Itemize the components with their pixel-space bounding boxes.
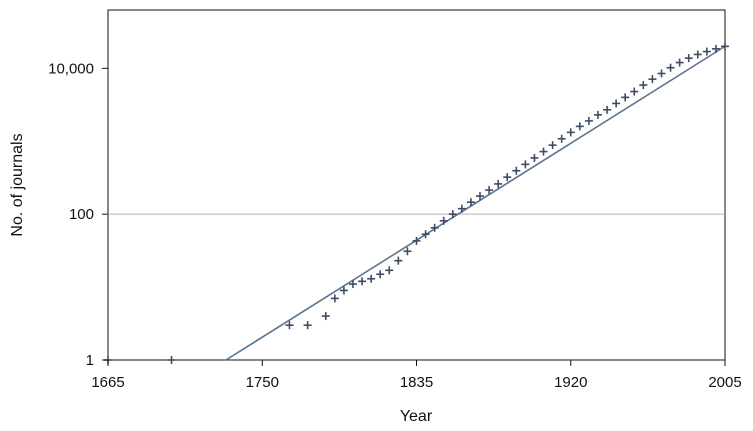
data-point [394, 256, 403, 265]
data-point [584, 116, 593, 125]
data-point [512, 166, 521, 175]
data-point [539, 147, 548, 156]
data-point [693, 50, 702, 59]
data-point [503, 173, 512, 182]
data-point [358, 277, 367, 286]
data-point [494, 179, 503, 188]
data-point [630, 87, 639, 96]
fit-line [225, 45, 726, 361]
data-point [385, 266, 394, 275]
data-point [603, 105, 612, 114]
data-point [485, 186, 494, 195]
data-point [285, 321, 294, 330]
data-point [666, 63, 675, 72]
data-point [566, 128, 575, 137]
data-point [721, 42, 729, 51]
data-point [530, 153, 539, 162]
fit-line-group [225, 45, 726, 361]
data-point [348, 280, 357, 289]
y-axis-label: No. of journals [9, 133, 26, 236]
data-point [548, 141, 557, 150]
data-point [430, 223, 439, 232]
y-tick-label: 1 [86, 352, 94, 369]
data-point [303, 321, 312, 330]
data-point [593, 110, 602, 119]
x-tick-label: 1835 [400, 374, 433, 391]
x-tick-label: 1665 [91, 374, 124, 391]
data-point [684, 54, 693, 63]
y-tick-label: 100 [69, 206, 94, 223]
data-point [648, 75, 657, 84]
data-point [167, 356, 176, 364]
x-tick-label: 2005 [708, 374, 741, 391]
data-point [639, 81, 648, 90]
data-point [612, 99, 621, 108]
data-point [711, 44, 720, 53]
data-point [412, 236, 421, 245]
data-point [557, 134, 566, 143]
data-point [675, 58, 684, 67]
x-tick-label: 1750 [246, 374, 279, 391]
data-point [367, 274, 376, 283]
data-point [657, 69, 666, 78]
data-point [448, 210, 457, 219]
data-point [421, 230, 430, 239]
x-axis-ticks: 1665 1750 1835 1920 2005 [91, 360, 742, 391]
data-point [457, 204, 466, 213]
data-point [476, 192, 485, 201]
data-point [466, 198, 475, 207]
data-points [104, 42, 729, 364]
data-point [702, 47, 711, 56]
data-point [575, 122, 584, 131]
x-axis-label: Year [400, 408, 433, 425]
data-point [330, 294, 339, 303]
data-point [376, 270, 385, 279]
data-point [521, 160, 530, 169]
x-tick-label: 1920 [554, 374, 587, 391]
y-axis-ticks: 1 100 10,000 [48, 60, 108, 369]
data-point [321, 312, 330, 321]
plot-area [107, 9, 726, 361]
y-tick-label: 10,000 [48, 60, 94, 77]
data-point [621, 93, 630, 102]
data-point [439, 216, 448, 225]
data-point [339, 286, 348, 295]
data-point [403, 247, 412, 256]
